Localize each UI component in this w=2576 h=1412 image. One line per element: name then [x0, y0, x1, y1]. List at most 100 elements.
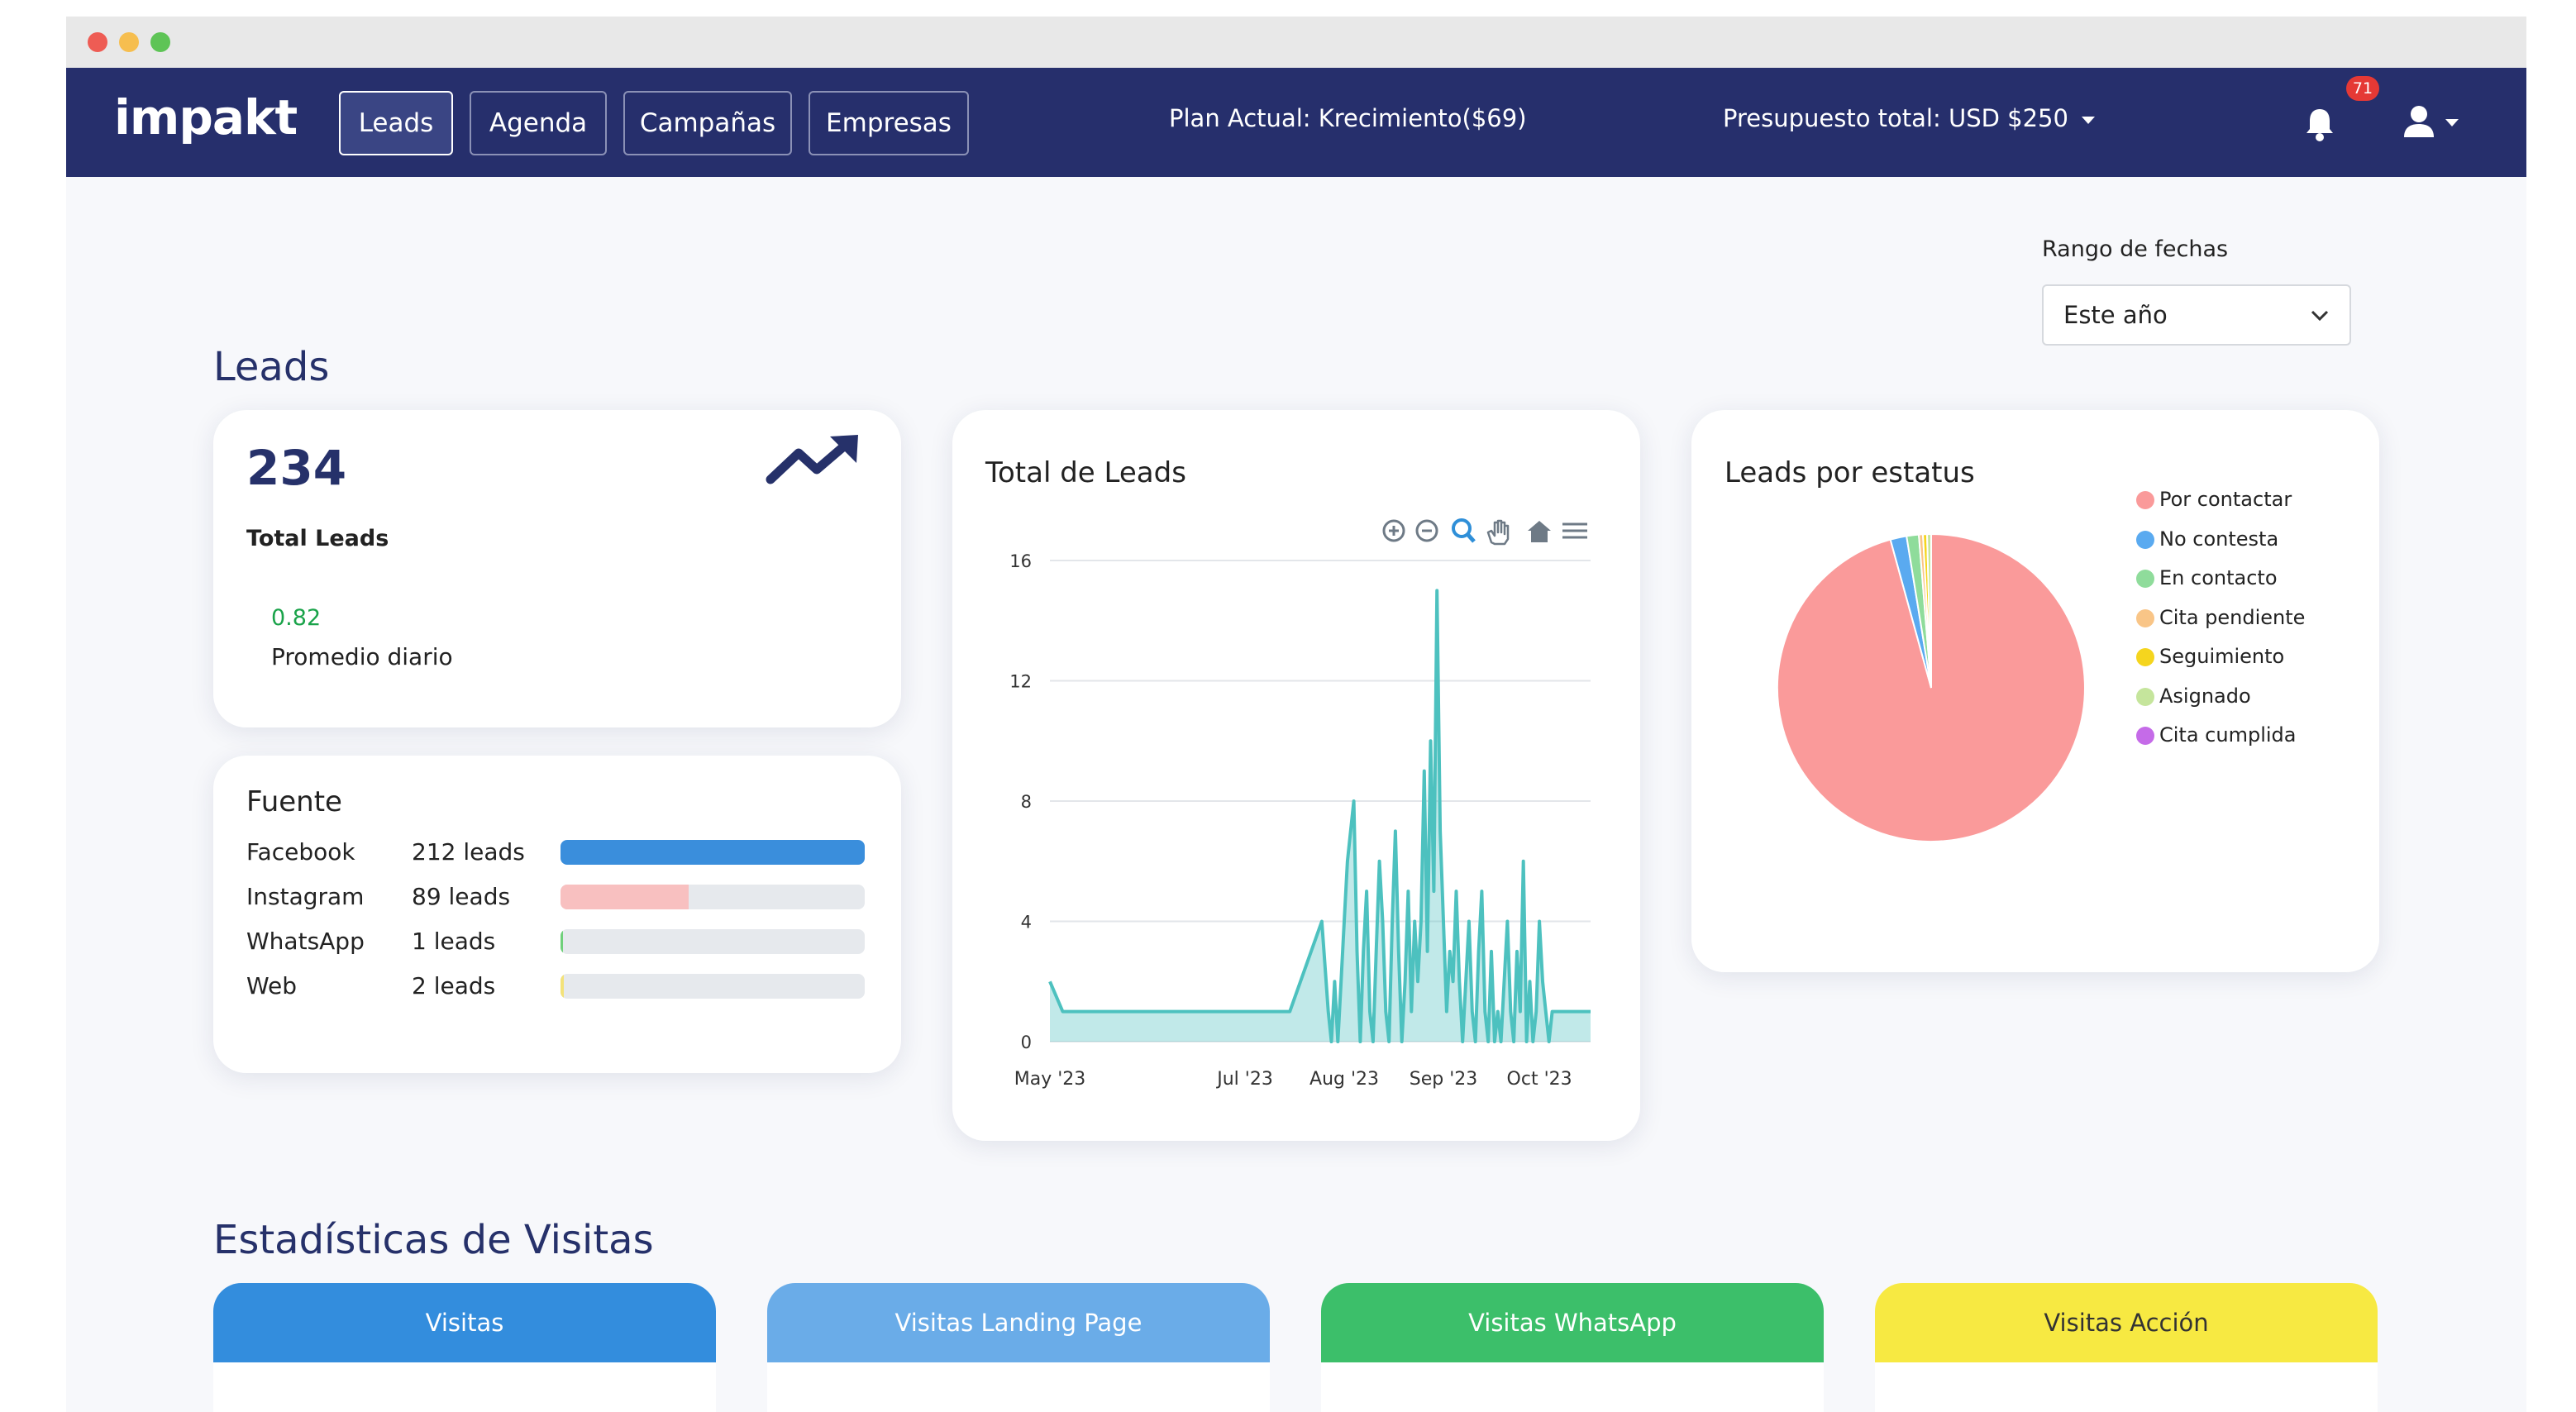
- visit-stat-card: Visitas: [213, 1283, 716, 1412]
- chevron-down-icon: [2081, 116, 2095, 124]
- lead-sources-card: Fuente Facebook 212 leads Instagram 89 lead…: [213, 756, 901, 1073]
- y-tick-label: 12: [1009, 672, 1032, 692]
- legend-label: Cita pendiente: [2159, 605, 2306, 629]
- menu-icon[interactable]: [1562, 522, 1587, 539]
- total-leads-label: Total Leads: [246, 526, 389, 551]
- browser-window: impakt Leads Agenda Campañas Empresas Pl…: [66, 17, 2526, 1412]
- source-count: 1 leads: [412, 928, 496, 955]
- leads-section-title: Leads: [213, 344, 330, 390]
- tab-campanas[interactable]: Campañas: [623, 91, 792, 155]
- user-menu-button[interactable]: [2402, 104, 2469, 142]
- source-progress-bar: [561, 974, 865, 999]
- zoom-in-icon[interactable]: [1382, 519, 1405, 542]
- visit-stat-header: Visitas Landing Page: [767, 1283, 1270, 1362]
- legend-item[interactable]: No contesta: [2136, 527, 2279, 551]
- total-leads-chart-title: Total de Leads: [985, 456, 1186, 489]
- magnify-icon[interactable]: [1452, 518, 1476, 543]
- notifications-button[interactable]: [2303, 106, 2336, 142]
- current-plan: Plan Actual: Krecimiento($69): [1169, 104, 1527, 132]
- budget-label: Presupuesto total: USD $250: [1723, 104, 2068, 132]
- legend-color-dot: [2136, 687, 2154, 706]
- tab-leads[interactable]: Leads: [339, 91, 453, 155]
- source-progress-bar: [561, 885, 865, 909]
- legend-label: En contacto: [2159, 566, 2278, 589]
- visit-stat-card: Visitas Acción: [1875, 1283, 2378, 1412]
- legend-color-dot: [2136, 727, 2154, 745]
- chevron-down-icon: [2445, 119, 2459, 126]
- source-progress-fill: [561, 885, 689, 909]
- impakt-logo[interactable]: impakt: [114, 89, 298, 145]
- source-name: Facebook: [246, 838, 355, 866]
- zoom-out-icon[interactable]: [1415, 519, 1438, 542]
- leads-by-status-card: Leads por estatus Por contactar No contes…: [1691, 410, 2379, 972]
- y-tick-label: 8: [1021, 792, 1032, 812]
- legend-item[interactable]: En contacto: [2136, 566, 2278, 589]
- source-progress-fill: [561, 929, 563, 954]
- visits-section-title: Estadísticas de Visitas: [213, 1217, 654, 1263]
- legend-item[interactable]: Seguimiento: [2136, 645, 2284, 668]
- y-tick-label: 0: [1021, 1033, 1032, 1052]
- x-tick-label: Aug '23: [1309, 1069, 1379, 1090]
- visit-stat-header: Visitas Acción: [1875, 1283, 2378, 1362]
- leads-status-pie-chart: [1777, 532, 2086, 842]
- legend-item[interactable]: Cita pendiente: [2136, 605, 2306, 629]
- x-tick-label: Sep '23: [1410, 1069, 1478, 1090]
- bell-icon: [2306, 109, 2333, 141]
- x-tick-label: May '23: [1014, 1069, 1086, 1090]
- visit-stat-card: Visitas WhatsApp: [1321, 1283, 1824, 1412]
- legend-label: Por contactar: [2159, 488, 2292, 511]
- chart-toolbar: [1381, 516, 1596, 546]
- tab-agenda[interactable]: Agenda: [470, 91, 607, 155]
- source-name: Web: [246, 972, 298, 999]
- leads-series-line[interactable]: [1048, 589, 1591, 1043]
- daily-average-label: Promedio diario: [271, 643, 453, 670]
- source-progress-bar: [561, 929, 865, 954]
- legend-label: No contesta: [2159, 527, 2279, 551]
- legend-item[interactable]: Cita cumplida: [2136, 723, 2297, 747]
- minimize-window-button[interactable]: [119, 32, 139, 52]
- legend-color-dot: [2136, 491, 2154, 509]
- x-tick-label: Jul '23: [1215, 1069, 1273, 1090]
- date-range-label: Rango de fechas: [2042, 236, 2229, 262]
- y-tick-label: 4: [1021, 913, 1032, 933]
- budget-dropdown[interactable]: Presupuesto total: USD $250: [1723, 104, 2095, 132]
- legend-label: Asignado: [2159, 684, 2251, 708]
- trending-up-icon: [766, 435, 858, 484]
- notification-count-badge: 71: [2346, 76, 2379, 101]
- source-progress-bar: [561, 840, 865, 865]
- legend-label: Cita cumplida: [2159, 723, 2297, 747]
- visit-stat-header: Visitas: [213, 1283, 716, 1362]
- source-count: 2 leads: [412, 972, 496, 999]
- total-leads-value: 234: [246, 440, 347, 496]
- date-range-value: Este año: [2063, 301, 2168, 329]
- close-window-button[interactable]: [88, 32, 107, 52]
- chevron-down-icon: [2311, 310, 2329, 322]
- total-leads-chart-card: Total de Leads: [952, 410, 1640, 1141]
- leads-by-status-title: Leads por estatus: [1724, 456, 1975, 489]
- top-navbar: impakt Leads Agenda Campañas Empresas Pl…: [66, 68, 2526, 177]
- legend-color-dot: [2136, 570, 2154, 588]
- legend-color-dot: [2136, 530, 2154, 549]
- source-progress-fill: [561, 974, 565, 999]
- legend-item[interactable]: Asignado: [2136, 684, 2251, 708]
- total-leads-card: 234 Total Leads 0.82 Promedio diario: [213, 410, 901, 727]
- visit-stat-header: Visitas WhatsApp: [1321, 1283, 1824, 1362]
- date-range-select[interactable]: Este año: [2042, 284, 2351, 346]
- lead-sources-title: Fuente: [246, 785, 342, 818]
- daily-average-value: 0.82: [271, 605, 322, 631]
- legend-color-dot: [2136, 608, 2154, 627]
- source-count: 89 leads: [412, 883, 511, 910]
- tab-empresas[interactable]: Empresas: [809, 91, 969, 155]
- pan-hand-icon[interactable]: [1486, 519, 1510, 546]
- total-leads-line-chart: 0 4 8 12 16 May '23 Jul '23 Aug '23 Sep '23 Oct '…: [1009, 551, 1591, 1090]
- legend-item[interactable]: Por contactar: [2136, 488, 2292, 511]
- source-count: 212 leads: [412, 838, 525, 866]
- maximize-window-button[interactable]: [150, 32, 170, 52]
- x-tick-label: Oct '23: [1507, 1069, 1572, 1090]
- window-titlebar: [66, 17, 2526, 68]
- user-icon: [2404, 106, 2434, 137]
- pie-slice[interactable]: [1925, 532, 1932, 689]
- y-tick-label: 16: [1009, 551, 1032, 571]
- legend-color-dot: [2136, 648, 2154, 666]
- home-icon[interactable]: [1528, 521, 1551, 542]
